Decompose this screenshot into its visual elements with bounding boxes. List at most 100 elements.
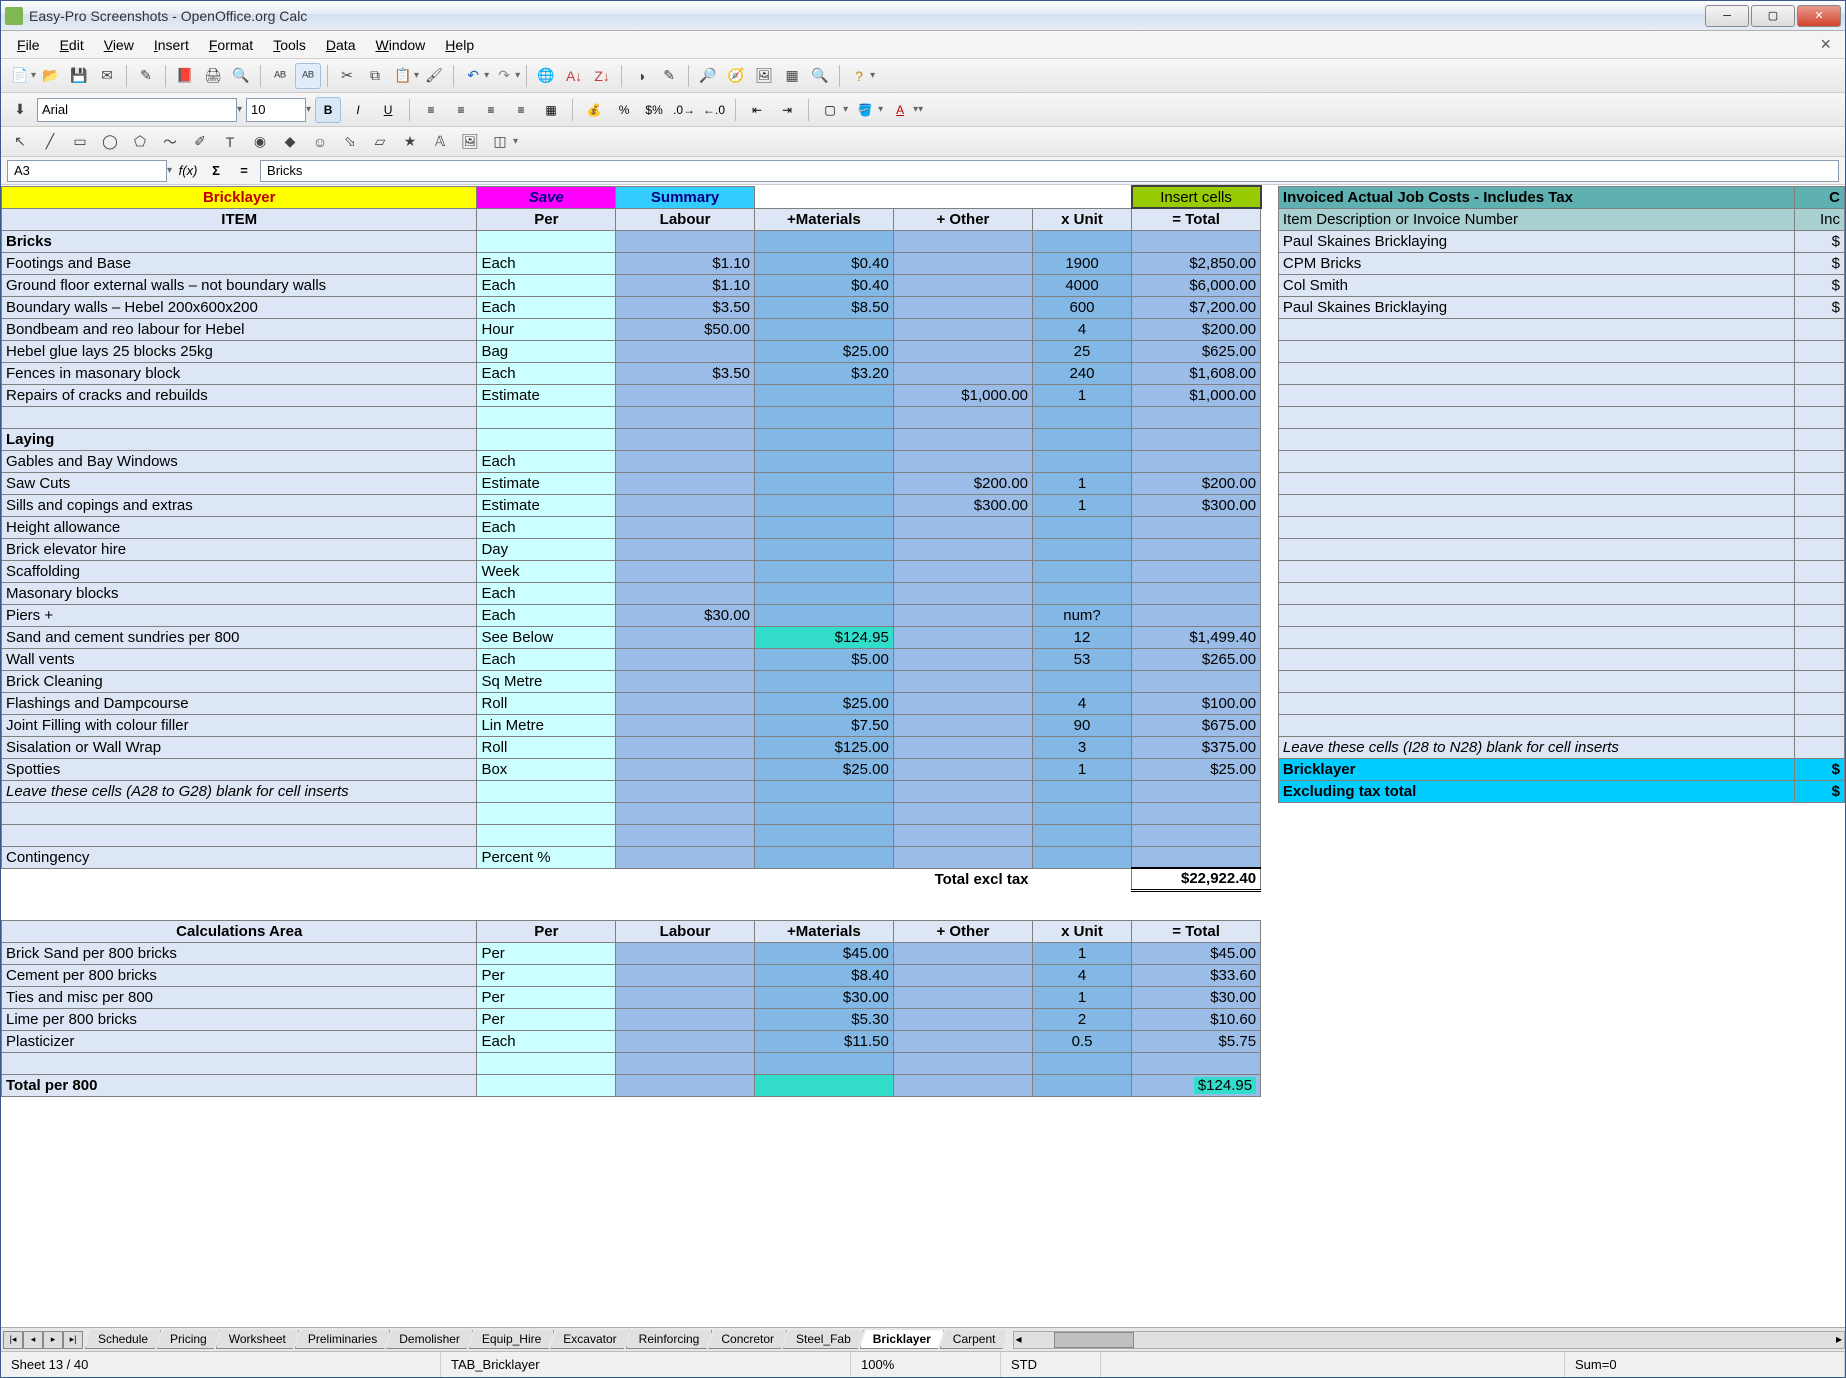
extrusion-tool[interactable]: ◫ (487, 129, 513, 155)
cell[interactable] (1132, 560, 1261, 582)
paste-button[interactable]: 📋 (390, 63, 416, 89)
cell[interactable]: $3.20 (754, 362, 893, 384)
cell[interactable]: Fences in masonary block (2, 362, 477, 384)
cell[interactable] (1033, 582, 1132, 604)
cell[interactable] (1033, 1052, 1132, 1074)
cell[interactable]: Brick elevator hire (2, 538, 477, 560)
gallery-button[interactable]: 🖼 (751, 63, 777, 89)
status-mode[interactable]: STD (1001, 1352, 1101, 1377)
cell[interactable] (1132, 538, 1261, 560)
cell[interactable] (616, 582, 755, 604)
autospell-button[interactable]: ᴬᴮ (295, 63, 321, 89)
cell[interactable] (754, 560, 893, 582)
percent-button[interactable]: % (611, 97, 637, 123)
cell[interactable] (1132, 824, 1261, 846)
cell[interactable] (754, 1074, 893, 1096)
cell[interactable]: Brick Sand per 800 bricks (2, 942, 477, 964)
cell[interactable] (477, 780, 616, 802)
cell[interactable] (754, 824, 893, 846)
cell[interactable] (1132, 516, 1261, 538)
cell[interactable]: $45.00 (1132, 942, 1261, 964)
print-button[interactable]: 🖨 (200, 63, 226, 89)
cell[interactable] (616, 538, 755, 560)
cell[interactable]: + Other (893, 920, 1032, 942)
cell[interactable]: Scaffolding (2, 560, 477, 582)
cell[interactable]: $5.30 (754, 1008, 893, 1030)
cell[interactable]: x Unit (1033, 208, 1132, 230)
freeform-tool[interactable]: ✐ (187, 129, 213, 155)
cell[interactable]: $625.00 (1132, 340, 1261, 362)
merge-cells-button[interactable]: ▦ (538, 97, 564, 123)
select-tool[interactable]: ↖ (7, 129, 33, 155)
cell[interactable]: $1,499.40 (1132, 626, 1261, 648)
cell[interactable]: 4 (1033, 692, 1132, 714)
cell[interactable] (754, 846, 893, 868)
cell[interactable]: Each (477, 362, 616, 384)
cell[interactable]: $7,200.00 (1132, 296, 1261, 318)
copy-button[interactable]: ⧉ (362, 63, 388, 89)
cell[interactable]: $1,608.00 (1132, 362, 1261, 384)
cell[interactable]: Week (477, 560, 616, 582)
cell[interactable]: Wall vents (2, 648, 477, 670)
cell[interactable]: $30.00 (754, 986, 893, 1008)
italic-button[interactable]: I (345, 97, 371, 123)
cell[interactable]: Labour (616, 920, 755, 942)
cell[interactable]: Height allowance (2, 516, 477, 538)
borders-button[interactable]: ▢ (817, 97, 843, 123)
cell[interactable]: Each (477, 274, 616, 296)
cell[interactable]: $8.40 (754, 964, 893, 986)
open-button[interactable]: 📂 (38, 63, 64, 89)
cell[interactable] (616, 230, 755, 252)
cell[interactable] (893, 736, 1032, 758)
cell[interactable]: Each (477, 604, 616, 626)
cell[interactable] (1033, 516, 1132, 538)
cell[interactable] (616, 648, 755, 670)
cell[interactable] (477, 1052, 616, 1074)
cell[interactable]: $124.95 (1132, 1074, 1261, 1096)
cell[interactable] (1132, 406, 1261, 428)
preview-button[interactable]: 🔍 (228, 63, 254, 89)
email-button[interactable]: ✉ (94, 63, 120, 89)
cell[interactable]: 53 (1033, 648, 1132, 670)
invoice-cell[interactable]: Col Smith (1278, 274, 1794, 296)
cell[interactable] (754, 230, 893, 252)
find-button[interactable]: 🔎 (695, 63, 721, 89)
cell[interactable] (893, 1008, 1032, 1030)
cell[interactable] (893, 986, 1032, 1008)
function-wizard-button[interactable]: f(x) (176, 163, 200, 178)
cell[interactable]: Sisalation or Wall Wrap (2, 736, 477, 758)
equals-button[interactable]: = (232, 163, 256, 178)
cell[interactable] (893, 450, 1032, 472)
cell[interactable]: Footings and Base (2, 252, 477, 274)
cell[interactable]: 1 (1033, 986, 1132, 1008)
cell[interactable] (616, 1052, 755, 1074)
cell[interactable] (754, 494, 893, 516)
cell[interactable]: $11.50 (754, 1030, 893, 1052)
cell[interactable] (1132, 428, 1261, 450)
insert-cells-button[interactable]: Insert cells (1132, 186, 1261, 208)
datasources-button[interactable]: ▦ (779, 63, 805, 89)
cell[interactable]: $3.50 (616, 362, 755, 384)
spellcheck-button[interactable]: ᴬᴮ (267, 63, 293, 89)
cell[interactable]: Brick Cleaning (2, 670, 477, 692)
cell[interactable]: Lime per 800 bricks (2, 1008, 477, 1030)
add-decimal-button[interactable]: .0→ (671, 97, 697, 123)
horizontal-scrollbar[interactable]: ◂ ▸ (1013, 1331, 1846, 1349)
cell[interactable] (893, 230, 1032, 252)
cell[interactable] (893, 1074, 1032, 1096)
cell[interactable] (754, 428, 893, 450)
menu-window[interactable]: Window (365, 33, 435, 57)
cell[interactable] (477, 428, 616, 450)
cell-reference-input[interactable] (7, 160, 167, 182)
cell[interactable]: 90 (1033, 714, 1132, 736)
ellipse-tool[interactable]: ◯ (97, 129, 123, 155)
cell[interactable]: Ties and misc per 800 (2, 986, 477, 1008)
fontwork-tool[interactable]: 𝔸 (427, 129, 453, 155)
cell[interactable]: Per (477, 920, 616, 942)
cell[interactable]: 0.5 (1033, 1030, 1132, 1052)
sheet-tab-excavator[interactable]: Excavator (550, 1330, 629, 1349)
sheet-tab-bricklayer[interactable]: Bricklayer (860, 1330, 944, 1349)
cell[interactable]: 1 (1033, 942, 1132, 964)
cell[interactable] (1033, 230, 1132, 252)
cut-button[interactable]: ✂ (334, 63, 360, 89)
